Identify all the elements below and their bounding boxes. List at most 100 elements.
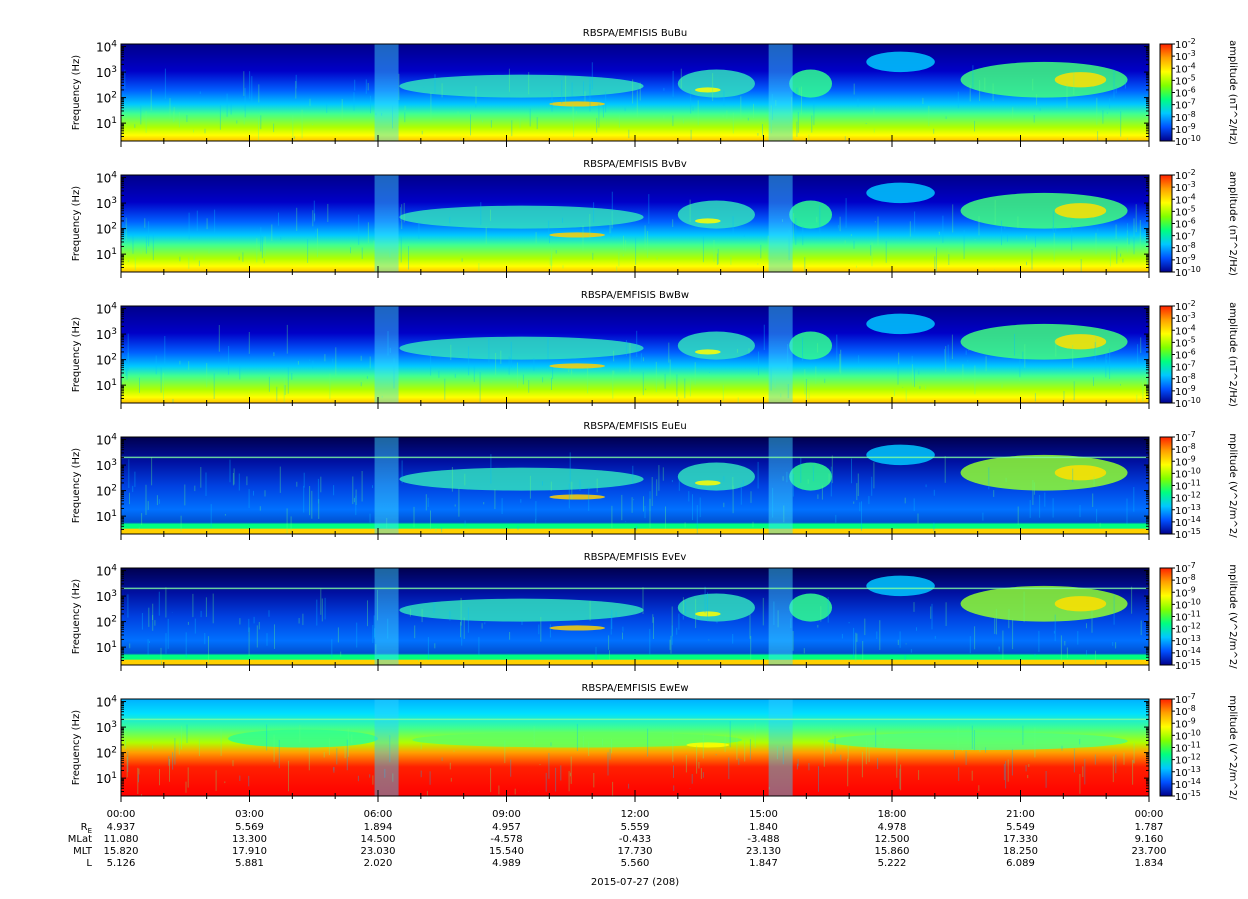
ephemeris-value: 11.080	[104, 834, 139, 845]
colorbar-tick-label: 10-14	[1175, 777, 1201, 791]
x-tick-label: 21:00	[1006, 809, 1035, 820]
y-tick-label: 102	[96, 484, 117, 499]
x-tick-label: 18:00	[878, 809, 907, 820]
ephemeris-value: -0.433	[619, 834, 651, 845]
colorbar-tick-label: 10-8	[1175, 442, 1196, 456]
colorbar-label: mplitude (V^2/m^2/	[1227, 433, 1238, 538]
spectrogram-panel-6: RBSPA/EMFISIS EwEw 104 103 102 101 Frequency …	[71, 683, 1238, 803]
y-tick-label: 101	[96, 378, 117, 393]
colorbar-tick-label: 10-4	[1175, 323, 1196, 337]
spectrogram-panel-3: RBSPA/EMFISIS BwBw 104 103 102 101 Frequency …	[71, 290, 1238, 410]
ephemeris-value: 1.847	[749, 858, 778, 869]
panel-title: RBSPA/EMFISIS BuBu	[583, 28, 687, 39]
colorbar-tick-label: 10-15	[1175, 658, 1201, 672]
colorbar: 10-210-310-410-510-610-710-810-910-10 amp…	[1159, 299, 1238, 410]
ephemeris-value: 4.957	[492, 822, 521, 833]
y-tick-label: 101	[96, 247, 117, 262]
colorbar-tick-label: 10-8	[1175, 372, 1196, 386]
spectrogram-image	[121, 437, 1149, 534]
y-axis-label: Frequency (Hz)	[71, 710, 82, 786]
x-tick-label: 00:00	[107, 809, 136, 820]
ephemeris-value: 5.881	[235, 858, 264, 869]
y-tick-label: 101	[96, 640, 117, 655]
colorbar-tick-label: 10-6	[1175, 348, 1196, 362]
colorbar-tick-label: 10-6	[1175, 86, 1196, 100]
colorbar-tick-label: 10-7	[1175, 98, 1196, 112]
ephemeris-value: 23.130	[746, 846, 781, 857]
spectrogram-panel-2: RBSPA/EMFISIS BvBv 104 103 102 101 Frequency …	[71, 159, 1238, 279]
ephemeris-row-label: L	[86, 858, 92, 869]
ephemeris-value: 1.840	[749, 822, 778, 833]
colorbar-label: amplitude (nT^2/Hz)	[1227, 302, 1238, 407]
y-tick-label: 102	[96, 615, 117, 630]
colorbar-tick-label: 10-7	[1175, 360, 1196, 374]
y-axis-label: Frequency (Hz)	[71, 448, 82, 524]
y-axis-label: Frequency (Hz)	[71, 186, 82, 262]
colorbar-tick-label: 10-5	[1175, 335, 1196, 349]
spectrogram-image	[121, 175, 1149, 272]
ephemeris-value: 18.250	[1003, 846, 1038, 857]
colorbar-tick-label: 10-9	[1175, 253, 1196, 267]
colorbar-tick-label: 10-10	[1175, 265, 1201, 279]
ephemeris-value: 14.500	[361, 834, 396, 845]
ephemeris-row-label: MLT	[73, 846, 93, 857]
y-axis-label: Frequency (Hz)	[71, 317, 82, 393]
ephemeris-value: 15.540	[489, 846, 524, 857]
spectrogram-image	[121, 568, 1149, 665]
ephemeris-value: 5.569	[235, 822, 264, 833]
x-tick-label: 09:00	[492, 809, 521, 820]
ephemeris-value: 23.030	[361, 846, 396, 857]
ephemeris-value: 15.860	[875, 846, 910, 857]
spectrogram-panel-4: RBSPA/EMFISIS EuEu 104 103 102 101 Frequency …	[71, 421, 1238, 541]
ephemeris-value: 15.820	[104, 846, 139, 857]
colorbar-tick-label: 10-7	[1175, 229, 1196, 243]
colorbar-tick-label: 10-3	[1175, 311, 1196, 325]
colorbar-tick-label: 10-9	[1175, 454, 1196, 468]
colorbar-tick-label: 10-5	[1175, 73, 1196, 87]
colorbar-label: amplitude (nT^2/Hz)	[1227, 40, 1238, 145]
y-tick-label: 104	[96, 40, 117, 55]
ephemeris-value: 23.700	[1132, 846, 1167, 857]
ephemeris-value: 5.126	[107, 858, 136, 869]
ephemeris-value: 1.834	[1135, 858, 1164, 869]
ephemeris-value: 6.089	[1006, 858, 1035, 869]
colorbar-tick-label: 10-7	[1175, 561, 1196, 575]
colorbar-tick-label: 10-3	[1175, 180, 1196, 194]
ephemeris-value: 4.978	[878, 822, 907, 833]
y-tick-label: 101	[96, 771, 117, 786]
ephemeris-value: 5.222	[878, 858, 907, 869]
colorbar-tick-label: 10-9	[1175, 716, 1196, 730]
y-tick-label: 101	[96, 116, 117, 131]
colorbar-tick-label: 10-13	[1175, 634, 1201, 648]
y-tick-label: 102	[96, 353, 117, 368]
ephemeris-value: 2.020	[364, 858, 393, 869]
spectrogram-image	[121, 699, 1149, 796]
ephemeris-value: 1.894	[364, 822, 393, 833]
colorbar-tick-label: 10-4	[1175, 61, 1196, 75]
ephemeris-value: 17.330	[1003, 834, 1038, 845]
colorbar-tick-label: 10-7	[1175, 692, 1196, 706]
colorbar-tick-label: 10-12	[1175, 622, 1201, 636]
colorbar-tick-label: 10-4	[1175, 192, 1196, 206]
y-tick-label: 103	[96, 65, 117, 80]
ephemeris-value: 5.549	[1006, 822, 1035, 833]
y-tick-label: 104	[96, 433, 117, 448]
colorbar-tick-label: 10-8	[1175, 573, 1196, 587]
ephemeris-row-label: RE	[81, 822, 92, 835]
x-tick-label: 06:00	[364, 809, 393, 820]
x-tick-label: 03:00	[235, 809, 264, 820]
spectrogram-image	[121, 44, 1149, 141]
colorbar: 10-710-810-910-1010-1110-1210-1310-1410-…	[1159, 561, 1238, 672]
colorbar-tick-label: 10-9	[1175, 585, 1196, 599]
spectrogram-panel-5: RBSPA/EMFISIS EvEv 104 103 102 101 Frequency …	[71, 552, 1238, 672]
y-tick-label: 104	[96, 695, 117, 710]
colorbar-tick-label: 10-8	[1175, 704, 1196, 718]
colorbar: 10-710-810-910-1010-1110-1210-1310-1410-…	[1159, 692, 1238, 803]
colorbar-tick-label: 10-6	[1175, 217, 1196, 231]
y-tick-label: 104	[96, 302, 117, 317]
colorbar-tick-label: 10-11	[1175, 610, 1201, 624]
colorbar-tick-label: 10-10	[1175, 396, 1201, 410]
ephemeris-value: 12.500	[875, 834, 910, 845]
x-tick-label: 00:00	[1135, 809, 1164, 820]
